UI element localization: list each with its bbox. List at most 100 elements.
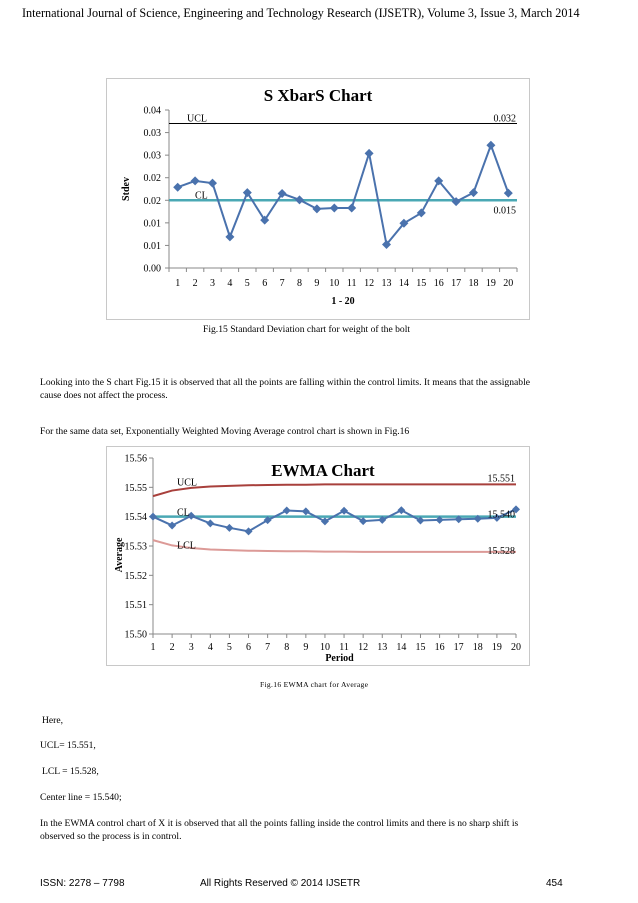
x-tick-label: 15 xyxy=(416,278,426,289)
stdev-point xyxy=(260,215,270,225)
y-tick-label: 15.50 xyxy=(125,630,148,641)
ucl-label: UCL xyxy=(187,114,207,125)
x-tick-label: 12 xyxy=(364,278,374,289)
x-tick-label: 3 xyxy=(189,642,194,653)
ewma-point xyxy=(416,516,425,525)
y-tick-label: 15.55 xyxy=(125,483,148,494)
ewma-chart-box: 15.50 15.51 15.52 15.53 15.54 15.55 15.56 1 2 3 4 5… xyxy=(106,446,530,666)
s-chart: S XbarS Chart 0.00 0.01 0.01 0.02 0.02 0.03 0.0… xyxy=(121,86,518,307)
y-axis-label: Average xyxy=(114,537,125,572)
stdev-point xyxy=(208,178,217,188)
cl-label: CL xyxy=(195,190,208,201)
x-tick-label: 9 xyxy=(303,642,308,653)
here-label: Here, xyxy=(42,715,64,726)
fig16-caption: Fig.16 EWMA chart for Average xyxy=(260,680,369,689)
x-tick-label: 17 xyxy=(454,642,464,653)
footer-issn: ISSN: 2278 – 7798 xyxy=(40,878,125,889)
x-tick-label: 12 xyxy=(358,642,368,653)
chart-title: S XbarS Chart xyxy=(264,86,373,105)
stdev-point xyxy=(225,232,235,242)
paragraph-1-line-2: cause does not affect the process. xyxy=(40,390,168,401)
stdev-point xyxy=(364,148,374,158)
stdev-point xyxy=(173,182,183,192)
ewma-point xyxy=(206,519,215,528)
ewma-point xyxy=(397,506,406,515)
stdev-point xyxy=(399,218,409,228)
x-tick-label: 1 xyxy=(175,278,180,289)
x-tick-label: 7 xyxy=(265,642,270,653)
x-tick-label: 5 xyxy=(227,642,232,653)
stdev-point xyxy=(434,176,444,186)
ewma-point xyxy=(168,521,177,530)
ucl-label: UCL xyxy=(177,477,197,488)
x-tick-label: 18 xyxy=(473,642,483,653)
x-tick-label: 14 xyxy=(399,278,409,289)
x-tick-label: 16 xyxy=(434,278,444,289)
stdev-point xyxy=(329,203,339,213)
ewma-point xyxy=(301,507,310,516)
y-tick-label: 15.54 xyxy=(125,512,148,523)
y-tick-label: 15.52 xyxy=(125,571,148,582)
x-tick-label: 8 xyxy=(284,642,289,653)
x-tick-label: 15 xyxy=(415,642,425,653)
y-tick-label: 15.51 xyxy=(125,600,148,611)
x-tick-label: 3 xyxy=(210,278,215,289)
y-tick-label: 0.02 xyxy=(144,173,162,184)
x-axis-label: 1 - 20 xyxy=(331,296,354,307)
x-tick-label: 14 xyxy=(396,642,406,653)
x-tick-label: 5 xyxy=(245,278,250,289)
x-tick-label: 13 xyxy=(377,642,387,653)
x-tick-label: 11 xyxy=(339,642,349,653)
stdev-point xyxy=(312,204,322,214)
cl-label: CL xyxy=(177,508,190,519)
ucl-value-label: 0.032 xyxy=(494,114,517,125)
x-tick-label: 19 xyxy=(486,278,496,289)
x-tick-label: 20 xyxy=(503,278,513,289)
ewma-point xyxy=(225,523,234,532)
y-tick-label: 0.04 xyxy=(144,106,162,117)
x-tick-label: 4 xyxy=(208,642,213,653)
x-tick-label: 6 xyxy=(262,278,267,289)
ewma-chart: 15.50 15.51 15.52 15.53 15.54 15.55 15.56 1 2 3 4 5… xyxy=(114,454,521,665)
ewma-point xyxy=(512,505,520,514)
lcl-curve xyxy=(152,539,516,553)
stdev-point xyxy=(347,203,357,213)
ewma-point xyxy=(492,513,501,522)
y-tick-label: 15.53 xyxy=(125,542,148,553)
ewma-point xyxy=(359,517,368,526)
x-tick-label: 4 xyxy=(227,278,232,289)
x-tick-label: 19 xyxy=(492,642,502,653)
stdev-point xyxy=(277,189,287,199)
stdev-point xyxy=(503,188,513,198)
paragraph-3-line-1: In the EWMA control chart of X it is obs… xyxy=(40,818,519,829)
x-tick-label: 18 xyxy=(469,278,479,289)
y-tick-label: 0.02 xyxy=(144,196,162,207)
center-line-text: Center line = 15.540; xyxy=(40,792,122,803)
ewma-point xyxy=(149,512,157,521)
y-tick-label: 0.01 xyxy=(144,218,162,229)
s-chart-box: S XbarS Chart 0.00 0.01 0.01 0.02 0.02 0.03 0.0… xyxy=(106,78,530,320)
stdev-point xyxy=(469,188,478,198)
x-tick-label: 10 xyxy=(329,278,339,289)
cl-value-label: 0.015 xyxy=(494,205,517,216)
x-tick-label: 11 xyxy=(347,278,357,289)
y-tick-label: 0.03 xyxy=(144,128,162,139)
stdev-point xyxy=(190,176,200,186)
ewma-point xyxy=(378,515,387,524)
x-tick-label: 17 xyxy=(451,278,461,289)
ucl-value-label: 15.551 xyxy=(488,473,516,484)
footer-page-number: 454 xyxy=(546,878,563,889)
ewma-point xyxy=(340,506,349,515)
x-tick-label: 8 xyxy=(297,278,302,289)
y-axis-label: Stdev xyxy=(121,177,132,201)
paragraph-3-line-2: observed so the process is in control. xyxy=(40,831,182,842)
ucl-curve xyxy=(152,483,516,498)
stdev-point xyxy=(486,140,496,150)
x-tick-label: 10 xyxy=(320,642,330,653)
stdev-point xyxy=(416,208,426,218)
x-tick-label: 2 xyxy=(170,642,175,653)
ewma-point xyxy=(435,515,444,524)
y-tick-label: 15.56 xyxy=(125,454,148,465)
chart-title: EWMA Chart xyxy=(271,461,375,480)
stdev-point xyxy=(451,197,461,207)
